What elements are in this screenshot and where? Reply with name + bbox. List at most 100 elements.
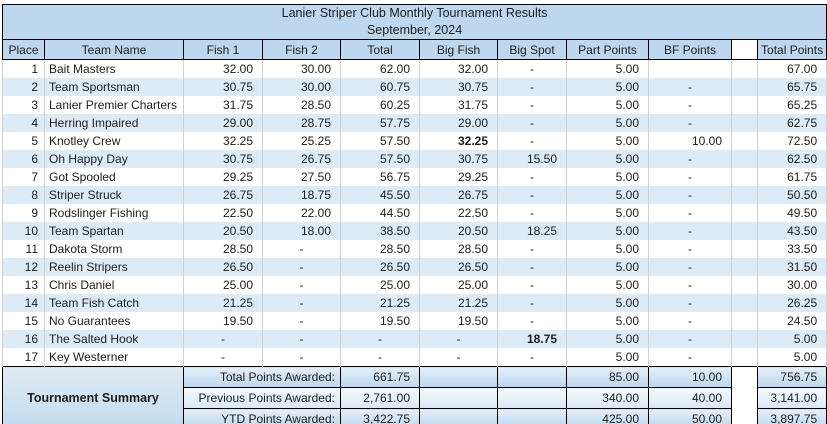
place-cell[interactable]: 10 <box>2 222 45 240</box>
summary-total-points-cell[interactable]: 3,141.00 <box>756 387 827 409</box>
total-cell[interactable]: - <box>340 330 420 348</box>
big-fish-cell[interactable]: 29.25 <box>419 168 498 186</box>
big-fish-cell[interactable]: - <box>419 330 498 348</box>
fish1-cell[interactable]: 22.50 <box>183 204 263 222</box>
fish1-cell[interactable]: 21.25 <box>183 294 263 312</box>
part-points-cell[interactable]: 5.00 <box>566 204 649 222</box>
team-name-cell[interactable]: Bait Masters <box>44 59 184 78</box>
total-cell[interactable]: 26.50 <box>340 258 420 276</box>
column-header-big-spot[interactable]: Big Spot <box>497 39 567 60</box>
summary-bf-points-cell[interactable]: 50.00 <box>648 408 732 424</box>
team-name-cell[interactable]: Lanier Premier Charters <box>44 96 184 114</box>
big-spot-cell[interactable]: - <box>497 59 567 78</box>
big-fish-cell[interactable]: 30.75 <box>419 78 498 96</box>
team-name-cell[interactable]: Reelin Stripers <box>44 258 184 276</box>
spacer-cell[interactable] <box>731 186 758 204</box>
column-header-total[interactable]: Total <box>340 39 420 60</box>
fish1-cell[interactable]: 30.75 <box>183 150 263 168</box>
place-cell[interactable]: 7 <box>2 168 45 186</box>
part-points-cell[interactable]: 5.00 <box>566 114 649 132</box>
fish2-cell[interactable]: 26.75 <box>262 150 341 168</box>
big-spot-cell[interactable]: - <box>497 348 567 367</box>
place-cell[interactable]: 9 <box>2 204 45 222</box>
summary-part-points-cell[interactable]: 340.00 <box>566 387 649 409</box>
big-fish-cell[interactable]: 19.50 <box>419 312 498 330</box>
fish1-cell[interactable]: - <box>183 330 263 348</box>
big-fish-cell[interactable]: 22.50 <box>419 204 498 222</box>
total-points-cell[interactable]: 72.50 <box>756 132 827 150</box>
total-points-cell[interactable]: 67.00 <box>756 59 827 78</box>
fish2-cell[interactable]: 30.00 <box>262 59 341 78</box>
summary-big-fish-blank-cell[interactable] <box>419 408 498 424</box>
summary-part-points-cell[interactable]: 85.00 <box>566 366 649 388</box>
big-fish-cell[interactable]: 32.00 <box>419 59 498 78</box>
place-cell[interactable]: 14 <box>2 294 45 312</box>
fish2-cell[interactable]: 28.75 <box>262 114 341 132</box>
team-name-cell[interactable]: Dakota Storm <box>44 240 184 258</box>
bf-points-cell[interactable]: - <box>648 330 732 348</box>
total-points-cell[interactable]: 33.50 <box>756 240 827 258</box>
fish1-cell[interactable]: 26.50 <box>183 258 263 276</box>
team-name-cell[interactable]: Team Fish Catch <box>44 294 184 312</box>
total-points-cell[interactable]: 49.50 <box>756 204 827 222</box>
bf-points-cell[interactable]: - <box>648 276 732 294</box>
fish1-cell[interactable]: 19.50 <box>183 312 263 330</box>
spacer-cell[interactable] <box>731 114 758 132</box>
place-cell[interactable]: 1 <box>2 59 45 78</box>
team-name-cell[interactable]: Oh Happy Day <box>44 150 184 168</box>
summary-part-points-cell[interactable]: 425.00 <box>566 408 649 424</box>
column-header-bf-points[interactable]: BF Points <box>648 39 732 60</box>
fish2-cell[interactable]: 30.00 <box>262 78 341 96</box>
team-name-cell[interactable]: Rodslinger Fishing <box>44 204 184 222</box>
total-points-cell[interactable]: 62.50 <box>756 150 827 168</box>
spacer-cell[interactable] <box>731 204 758 222</box>
big-fish-cell[interactable]: 29.00 <box>419 114 498 132</box>
bf-points-cell[interactable]: - <box>648 150 732 168</box>
spacer-cell[interactable] <box>731 96 758 114</box>
total-cell[interactable]: 60.25 <box>340 96 420 114</box>
total-points-cell[interactable]: 5.00 <box>756 348 827 367</box>
part-points-cell[interactable]: 5.00 <box>566 258 649 276</box>
total-cell[interactable]: - <box>340 348 420 367</box>
summary-bf-points-cell[interactable]: 40.00 <box>648 387 732 409</box>
part-points-cell[interactable]: 5.00 <box>566 276 649 294</box>
part-points-cell[interactable]: 5.00 <box>566 312 649 330</box>
summary-total-points-cell[interactable]: 3,897.75 <box>756 408 827 424</box>
fish2-cell[interactable]: - <box>262 276 341 294</box>
summary-label-cell[interactable]: Previous Points Awarded: <box>183 387 341 409</box>
total-points-cell[interactable]: 24.50 <box>756 312 827 330</box>
total-points-cell[interactable]: 26.25 <box>756 294 827 312</box>
column-header-place[interactable]: Place <box>2 39 45 60</box>
total-points-cell[interactable]: 30.00 <box>756 276 827 294</box>
spacer-cell[interactable] <box>731 348 758 367</box>
tournament-summary-cell[interactable]: Tournament Summary <box>2 366 184 424</box>
part-points-cell[interactable]: 5.00 <box>566 186 649 204</box>
part-points-cell[interactable]: 5.00 <box>566 168 649 186</box>
bf-points-cell[interactable]: - <box>648 96 732 114</box>
big-spot-cell[interactable]: - <box>497 276 567 294</box>
fish2-cell[interactable]: 25.25 <box>262 132 341 150</box>
part-points-cell[interactable]: 5.00 <box>566 222 649 240</box>
bf-points-cell[interactable]: - <box>648 114 732 132</box>
total-points-cell[interactable]: 31.50 <box>756 258 827 276</box>
team-name-cell[interactable]: Team Spartan <box>44 222 184 240</box>
total-points-cell[interactable]: 50.50 <box>756 186 827 204</box>
column-header-part-points[interactable]: Part Points <box>566 39 649 60</box>
place-cell[interactable]: 4 <box>2 114 45 132</box>
summary-value-cell[interactable]: 2,761.00 <box>340 387 420 409</box>
summary-spacer-cell[interactable] <box>731 366 758 424</box>
big-spot-cell[interactable]: 18.75 <box>497 330 567 348</box>
big-fish-cell[interactable]: 32.25 <box>419 132 498 150</box>
bf-points-cell[interactable]: - <box>648 186 732 204</box>
big-fish-cell[interactable]: 21.25 <box>419 294 498 312</box>
part-points-cell[interactable]: 5.00 <box>566 132 649 150</box>
fish1-cell[interactable]: 32.00 <box>183 59 263 78</box>
place-cell[interactable]: 3 <box>2 96 45 114</box>
fish2-cell[interactable]: - <box>262 258 341 276</box>
place-cell[interactable]: 2 <box>2 78 45 96</box>
total-points-cell[interactable]: 62.75 <box>756 114 827 132</box>
bf-points-cell[interactable]: - <box>648 204 732 222</box>
big-fish-cell[interactable]: 26.75 <box>419 186 498 204</box>
fish1-cell[interactable]: 32.25 <box>183 132 263 150</box>
total-points-cell[interactable]: 43.50 <box>756 222 827 240</box>
